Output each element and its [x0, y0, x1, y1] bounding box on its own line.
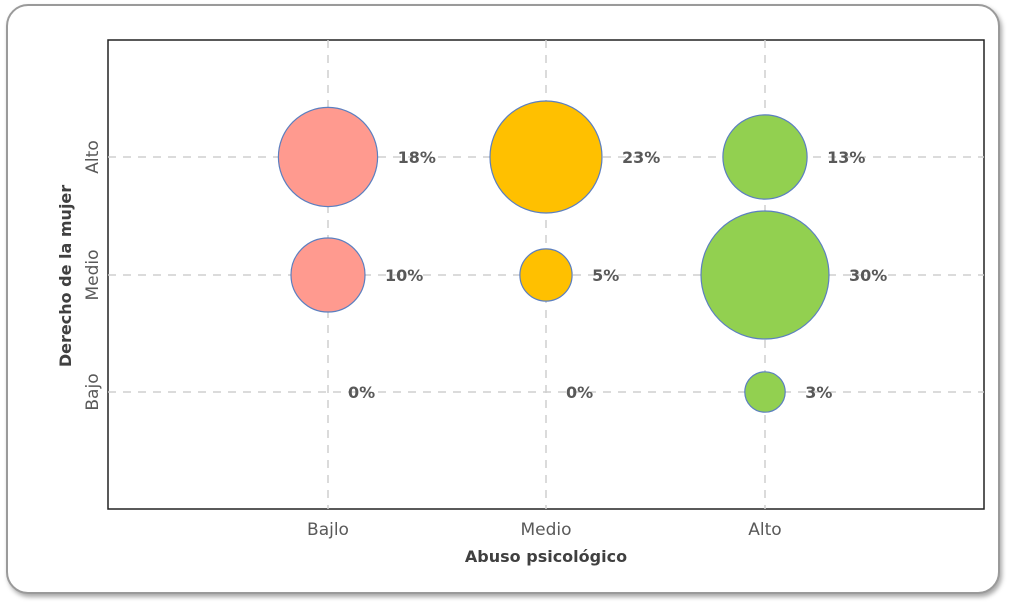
y-tick-label: Alto	[83, 140, 103, 173]
data-label: 0%	[348, 383, 375, 402]
data-label: 3%	[805, 383, 832, 402]
data-label: 30%	[849, 266, 887, 285]
y-axis-ticks: Bajo Medio Alto	[83, 140, 103, 410]
data-labels: 18% 10% 0% 23% 5% 0% 13% 30% 3%	[348, 148, 887, 402]
bubble	[700, 210, 830, 340]
data-label: 5%	[592, 266, 619, 285]
data-label: 0%	[566, 383, 593, 402]
data-label: 18%	[398, 148, 436, 167]
bubble	[277, 106, 379, 208]
y-tick-label: Bajo	[83, 373, 103, 410]
bubble	[489, 100, 603, 214]
data-label: 23%	[622, 148, 660, 167]
x-tick-label: Alto	[748, 520, 781, 540]
x-tick-label: Bajlo	[307, 520, 349, 540]
data-label: 13%	[827, 148, 865, 167]
bubble	[290, 237, 366, 313]
bubble	[744, 371, 786, 413]
y-axis-title: Derecho de la mujer	[56, 185, 75, 367]
x-axis-title: Abuso psicológico	[465, 547, 627, 566]
x-axis-ticks: Bajlo Medio Alto	[307, 520, 782, 540]
data-label: 10%	[385, 266, 423, 285]
bubble-series	[277, 100, 830, 413]
bubble	[519, 248, 573, 302]
y-tick-label: Medio	[83, 249, 103, 300]
x-tick-label: Medio	[520, 520, 571, 540]
chart-card	[6, 4, 1000, 594]
bubble	[722, 114, 808, 200]
